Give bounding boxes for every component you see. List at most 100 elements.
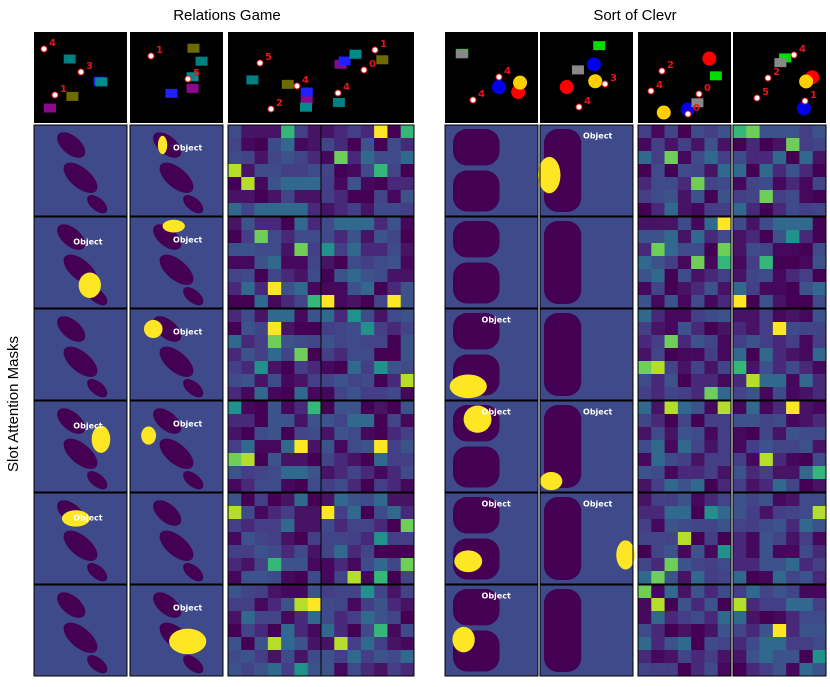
marker [371,46,379,54]
mask-cell [677,309,692,323]
mask-cell [691,545,705,559]
mask-cell [321,361,335,375]
mask-cell [387,282,402,296]
mask-cell [321,269,335,283]
mask-cell [812,203,827,217]
mask-cell [717,598,732,612]
object-label: Object [173,235,202,244]
mask [320,308,415,401]
digit-label: 1 [380,39,387,50]
mask-cell [228,230,242,244]
mask-cell [664,243,679,257]
mask: Object [129,124,224,217]
mask-cell [759,624,774,638]
mask-cell [704,335,719,349]
mask-cell [638,440,652,454]
mask-border [320,400,415,493]
mask-cell [321,256,335,270]
mask-cell [307,309,322,323]
mask-cell [294,506,309,520]
mask-cell [360,177,375,191]
mask-cell [321,663,335,677]
mask-cell [254,374,269,388]
mask-cell [400,545,415,559]
mask-cell [786,427,800,441]
mask-cell [387,401,402,415]
mask-cell [400,650,415,664]
mask-cell [691,611,705,625]
mask-cell [651,545,665,559]
marker [753,94,761,102]
mask-border [732,124,827,217]
mask-cell [772,466,787,480]
mask-cell [651,453,665,467]
mask-cell [733,558,747,572]
mask-cell [759,295,774,309]
mask-cell [347,125,362,139]
mask-cell [241,401,255,415]
mask-cell [294,269,309,283]
mask-cell [691,243,705,257]
mask-cell [281,295,295,309]
mask-cell [360,453,375,467]
mask-cell [677,598,692,612]
mask-cell [691,217,705,231]
marker [695,90,703,98]
mask-border [129,216,224,309]
object [186,72,199,82]
mask-cell [717,440,732,454]
mask [227,584,322,677]
object [709,71,722,81]
object [376,55,389,65]
mask-cell [733,309,747,323]
mask-cell [321,571,335,585]
mask-cell [677,151,692,165]
mask-cell [321,479,335,493]
mask-cell [360,217,375,231]
mask-cell [241,571,255,585]
mask-cell [746,637,760,651]
mask-cell [638,611,652,625]
mask-cell [387,519,402,533]
mask-cell [307,479,322,493]
mask-cell [691,295,705,309]
mask-cell [664,571,679,585]
mask-cell [717,624,732,638]
blob [153,500,182,526]
mask-cell [691,374,705,388]
highlight [449,374,487,399]
mask-cell [786,624,800,638]
mask-cell [254,637,269,651]
mask-cell [691,650,705,664]
mask-cell [733,519,747,533]
mask-cell [704,243,719,257]
mask-cell [664,335,679,349]
mask-cell [294,440,309,454]
mask-cell [228,269,242,283]
mask-cell [704,545,719,559]
mask-cell [704,217,719,231]
mask-cell [228,401,242,415]
mask-cell [786,571,800,585]
mask-cell [704,624,719,638]
mask-cell [664,387,679,401]
mask-cell [799,440,814,454]
mask-cell [812,624,827,638]
mask-cell [733,348,747,362]
digit-label: 3 [86,61,93,72]
mask-cell [651,230,665,244]
mask-cell [786,479,800,493]
mask-cell [812,650,827,664]
mask-cell [321,414,335,428]
mask-cell [321,138,335,152]
mask-border [539,492,634,585]
mask-cell [334,387,348,401]
marker [575,103,583,111]
mask-cell [334,624,348,638]
highlight [463,405,492,433]
mask-cell [717,401,732,415]
mask-cell [786,151,800,165]
mask-cell [321,650,335,664]
mask-cell [677,466,692,480]
mask-cell [638,401,652,415]
